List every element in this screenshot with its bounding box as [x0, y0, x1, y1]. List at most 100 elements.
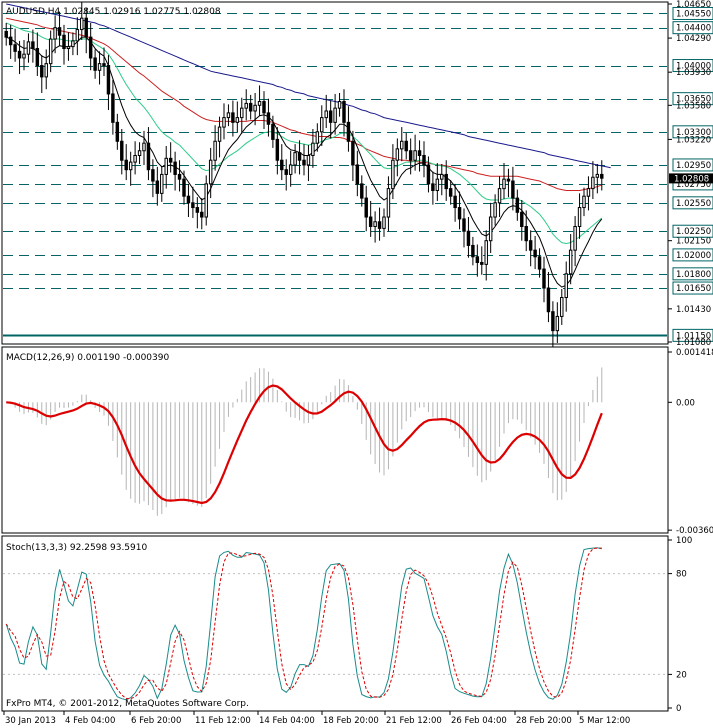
candle-body — [66, 46, 71, 49]
candle-body — [306, 154, 311, 166]
level-price-label: 1.03300 — [676, 128, 711, 138]
candle-body — [586, 188, 591, 197]
price-tick-label: 1.03580 — [676, 101, 711, 111]
candle-body — [106, 65, 111, 95]
candle-body — [4, 30, 8, 38]
candle-body — [480, 261, 484, 265]
time-tick-label: 14 Feb 04:00 — [259, 716, 315, 726]
level-price-label: 1.02750 — [676, 180, 711, 190]
level-price-label: 1.01150 — [676, 331, 711, 341]
candle-body — [475, 256, 480, 263]
candle-body — [493, 202, 497, 218]
candle-body — [26, 41, 31, 55]
macd-axis: 0.001418 0.00 -0.003604 — [668, 348, 713, 536]
candle-body — [164, 157, 168, 175]
candle-body — [262, 101, 266, 114]
candle-body — [355, 164, 360, 185]
candle-body — [520, 211, 524, 227]
level-price-box — [672, 158, 713, 172]
copyright-text: FxPro MT4, © 2001-2012, MetaQuotes Softw… — [6, 699, 249, 709]
price-tick-label: 1.01430 — [676, 305, 711, 315]
level-price-box — [672, 21, 713, 35]
candle-body — [382, 216, 386, 229]
candle-body — [386, 188, 391, 218]
level-price-box — [672, 328, 713, 342]
candle-body — [248, 102, 253, 112]
candle-body — [364, 197, 368, 218]
candles — [4, 2, 604, 347]
candle-body — [511, 180, 515, 199]
candle-body — [168, 157, 173, 163]
stoch-tick-label: 80 — [676, 570, 687, 580]
candle-body — [115, 121, 120, 142]
candle-body — [457, 207, 462, 220]
candle-body — [75, 29, 80, 42]
level-price-box — [672, 92, 713, 106]
macd-tick-label: 0.00 — [676, 398, 695, 408]
candle-body — [93, 57, 97, 71]
time-tick-label: 18 Feb 20:00 — [323, 716, 379, 726]
candle-body — [404, 140, 408, 152]
level-price-label: 1.01650 — [676, 284, 711, 294]
macd-panel-frame — [1, 346, 669, 534]
candle-body — [373, 221, 377, 227]
candle-body — [577, 207, 582, 227]
candle-body — [591, 176, 595, 190]
candle-body — [546, 287, 551, 313]
candle-body — [471, 244, 475, 258]
candle-body — [537, 256, 542, 270]
candle-body — [533, 249, 537, 258]
candle-body — [142, 142, 146, 152]
time-axis: 30 Jan 2013 4 Feb 04:00 6 Feb 20:00 11 Feb … — [3, 711, 630, 726]
candle-body — [40, 65, 44, 78]
candle-body — [200, 211, 204, 218]
symbol-header: AUDUSD,H4 1.02845 1.02916 1.02775 1.0280… — [6, 7, 221, 17]
candle-body — [35, 47, 40, 67]
macd-histogram — [10, 367, 603, 516]
macd-header: MACD(12,26,9) 0.001190 -0.000390 — [6, 353, 169, 363]
candle-body — [506, 178, 511, 182]
stoch-panel-frame — [1, 535, 669, 712]
ma-green-line — [6, 22, 603, 245]
macd-panel[interactable]: MACD(12,26,9) 0.001190 -0.000390 — [1, 346, 669, 534]
candle-body — [337, 101, 342, 109]
candle-body — [173, 161, 177, 175]
candle-body — [31, 41, 35, 49]
time-tick-label: 4 Feb 04:00 — [65, 716, 115, 726]
candle-body — [8, 36, 13, 46]
level-price-label: 1.04000 — [676, 62, 711, 72]
candle-body — [560, 297, 564, 317]
candle-body — [555, 315, 560, 332]
price-tick-label: 1.02150 — [676, 237, 711, 247]
level-price-label: 1.02250 — [676, 227, 711, 237]
candle-body — [253, 104, 257, 112]
price-panel-frame — [1, 1, 669, 345]
candle-body — [88, 36, 93, 59]
time-tick-label: 5 Mar 12:00 — [579, 716, 630, 726]
candle-body — [328, 110, 333, 123]
candle-body — [497, 188, 502, 204]
candle-body — [333, 107, 337, 123]
candle-body — [324, 110, 328, 119]
candle-body — [595, 173, 600, 178]
candle-body — [408, 150, 413, 161]
time-tick-label: 21 Feb 12:00 — [386, 716, 442, 726]
current-price-label: 1.02808 — [674, 174, 709, 184]
candle-body — [208, 159, 213, 185]
candle-body — [293, 152, 297, 166]
level-price-label: 1.03650 — [676, 95, 711, 105]
candle-body — [240, 107, 244, 119]
stoch-panel[interactable]: Stoch(13,3,3) 92.2598 93.5910 FxPro MT4,… — [1, 535, 669, 712]
candle-body — [226, 112, 231, 119]
candle-body — [302, 159, 306, 166]
level-price-label: 1.04550 — [676, 9, 711, 19]
candle-body — [440, 173, 444, 180]
candle-body — [600, 173, 604, 179]
macd-tick-label: 0.001418 — [676, 348, 713, 358]
candle-body — [422, 154, 426, 166]
candle-body — [466, 230, 471, 246]
candle-body — [71, 40, 75, 48]
price-panel[interactable]: AUDUSD,H4 1.02845 1.02916 1.02775 1.0280… — [1, 1, 669, 347]
level-price-box — [672, 281, 713, 295]
